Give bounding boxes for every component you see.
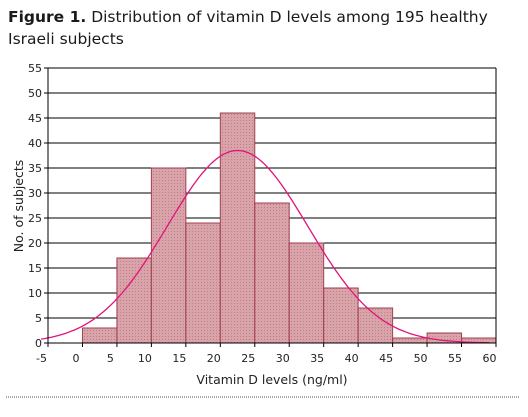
y-axis-title: No. of subjects bbox=[11, 160, 26, 253]
bar-45-50 bbox=[392, 337, 428, 344]
y-tick-labels: 0 5 10 15 20 25 30 35 40 45 50 55 bbox=[28, 62, 42, 350]
x-tick-label-30: 30 bbox=[276, 352, 290, 365]
figure-caption-text: Distribution of vitamin D levels among 1… bbox=[8, 8, 488, 48]
x-tick-label-5: 5 bbox=[107, 352, 114, 365]
y-tick-label-55: 55 bbox=[28, 62, 42, 75]
bar-20-25 bbox=[219, 112, 256, 344]
axes bbox=[44, 67, 497, 347]
bar-15-20 bbox=[185, 222, 221, 344]
y-tick-label-5: 5 bbox=[35, 312, 42, 325]
y-tick-label-25: 25 bbox=[28, 212, 42, 225]
y-tick-label-15: 15 bbox=[28, 262, 42, 275]
x-tick-label-25: 25 bbox=[241, 352, 255, 365]
x-tick-label-35: 35 bbox=[310, 352, 324, 365]
x-tick-label-50: 50 bbox=[414, 352, 428, 365]
x-tick-label--5: -5 bbox=[36, 352, 47, 365]
x-tick-label-45: 45 bbox=[379, 352, 393, 365]
figure-label: Figure 1. bbox=[8, 8, 87, 26]
y-tick-label-40: 40 bbox=[28, 137, 42, 150]
histogram-bars bbox=[81, 112, 497, 344]
x-tick-label-40: 40 bbox=[345, 352, 359, 365]
x-tick-label-20: 20 bbox=[207, 352, 221, 365]
normal-curve-line bbox=[41, 149, 490, 344]
x-tick-label-60: 60 bbox=[483, 352, 497, 365]
bar-5-10 bbox=[116, 257, 152, 344]
bar-10-15 bbox=[150, 167, 187, 344]
normal-curve bbox=[41, 149, 490, 344]
bar-35-40 bbox=[323, 287, 359, 344]
y-tick-label-10: 10 bbox=[28, 287, 42, 300]
bar-25-30 bbox=[254, 202, 290, 344]
bar-30-35 bbox=[288, 242, 325, 344]
x-axis-title: Vitamin D levels (ng/ml) bbox=[196, 372, 347, 387]
x-tick-labels: -5 0 5 10 15 20 25 30 35 40 45 50 55 60 bbox=[36, 352, 496, 365]
y-tick-label-0: 0 bbox=[35, 337, 42, 350]
x-tick-label-10: 10 bbox=[138, 352, 152, 365]
y-tick-label-50: 50 bbox=[28, 87, 42, 100]
y-tick-label-20: 20 bbox=[28, 237, 42, 250]
bar-40-45 bbox=[357, 307, 394, 344]
y-tick-label-30: 30 bbox=[28, 187, 42, 200]
y-tick-label-45: 45 bbox=[28, 112, 42, 125]
x-tick-label-15: 15 bbox=[172, 352, 186, 365]
x-tick-label-0: 0 bbox=[72, 352, 79, 365]
bar-0-5 bbox=[81, 327, 118, 344]
y-tick-label-35: 35 bbox=[28, 162, 42, 175]
x-tick-label-55: 55 bbox=[448, 352, 462, 365]
figure-caption: Figure 1. Distribution of vitamin D leve… bbox=[8, 6, 520, 50]
